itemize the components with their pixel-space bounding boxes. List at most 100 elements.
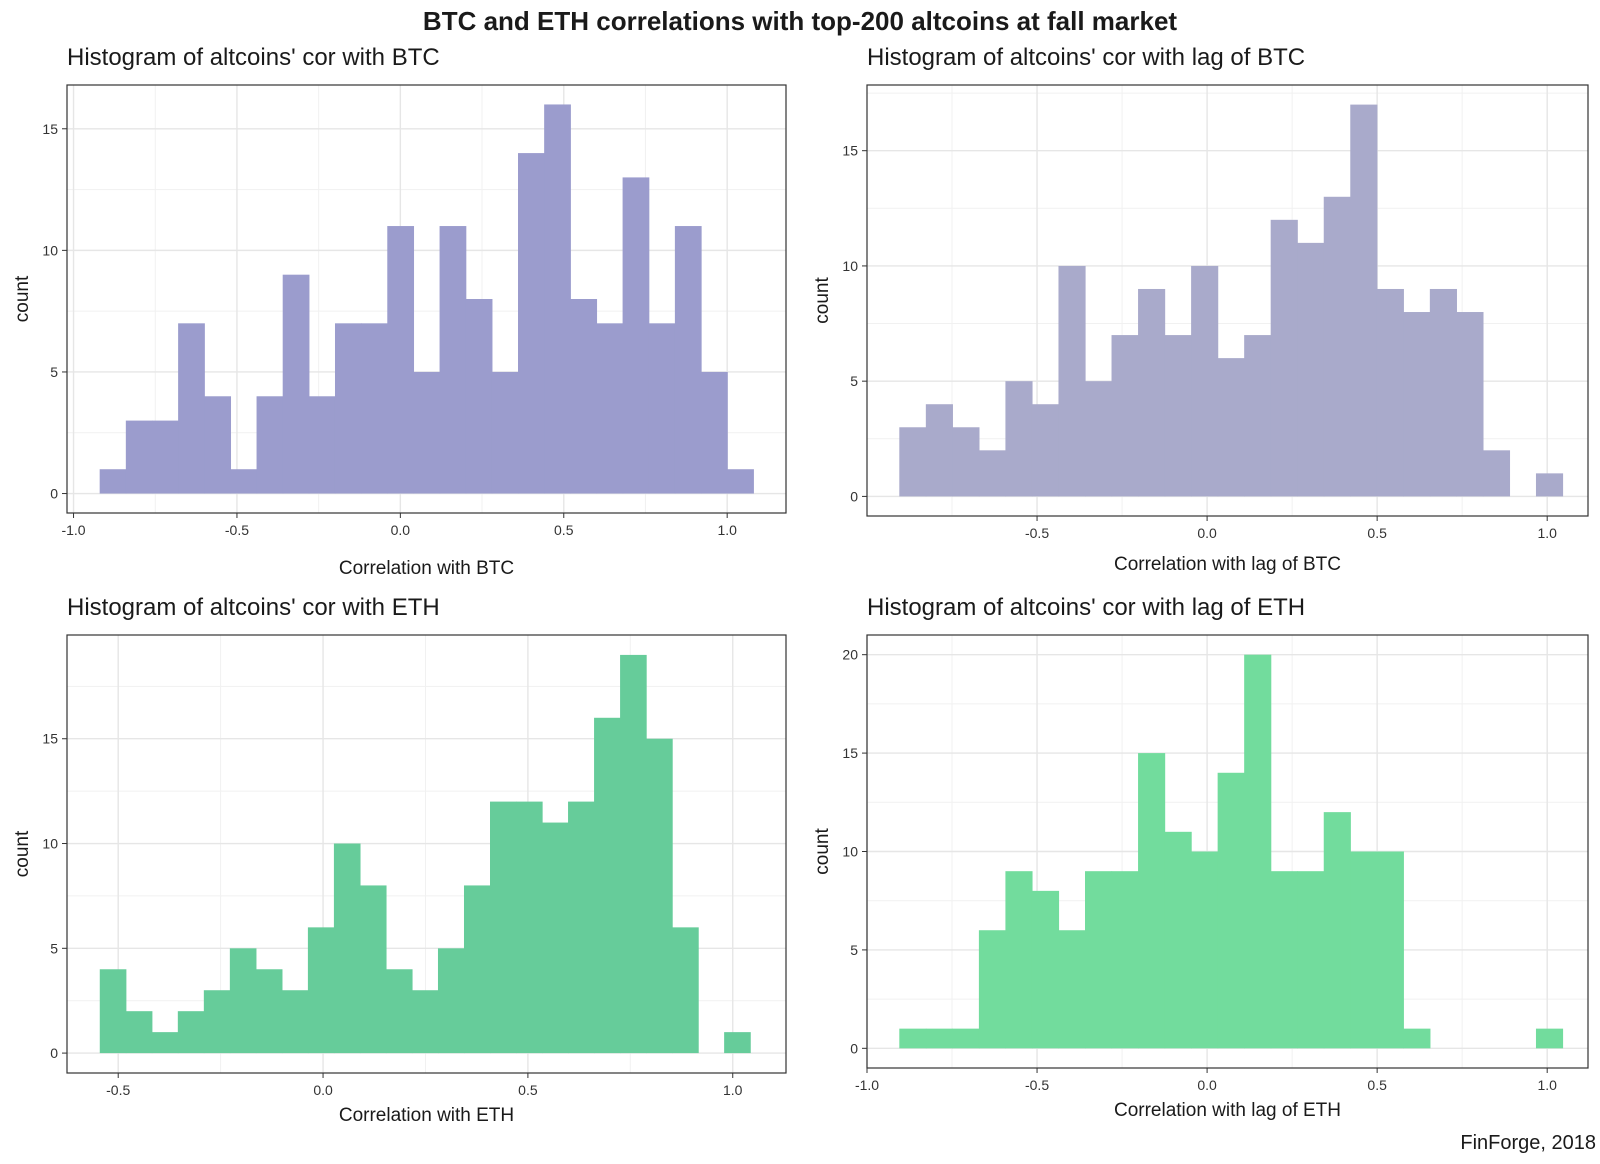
histogram-panel-1: -1.0 -0.5 0.0 0.5 1.0 0 5 10 15 Histogram of altc… [12,44,787,579]
histogram-bar [952,1028,980,1049]
x-axis-title: Correlation with lag of ETH [1114,1100,1341,1121]
x-tick-label: -1.0 [61,522,85,538]
histogram-bar [516,801,543,1054]
histogram-bar [978,450,1007,497]
y-tick-label: 10 [842,844,858,860]
histogram-bar [333,843,361,1054]
histogram-bar [899,427,927,497]
x-tick-label: -0.5 [106,1082,130,1098]
histogram-panel-4: -1.0 -0.5 0.0 0.5 1.0 0 5 10 15 20 Histogram of al… [812,594,1589,1121]
y-axis-title: count [12,830,33,877]
histogram-bar [177,1011,205,1054]
histogram-bar [1191,851,1219,1049]
histogram-bar [1403,312,1431,497]
y-tick-label: 20 [842,647,858,663]
y-tick-label: 0 [850,1040,858,1056]
x-tick-label: 0.5 [554,522,574,538]
x-tick-label: 1.0 [723,1082,743,1098]
histogram-bar [1031,890,1060,1049]
histogram-bar [1244,654,1272,1049]
histogram-bar [491,371,519,494]
histogram-bar [99,969,127,1054]
y-tick-label: 15 [42,121,58,137]
histogram-bar [230,469,258,494]
histogram-bar [1456,312,1484,497]
histogram-bar [646,738,673,1054]
y-tick-label: 0 [850,488,858,504]
x-tick-label: -0.5 [225,522,249,538]
panel-title: Histogram of altcoins' cor with ETH [67,594,440,621]
histogram-bar [308,396,336,494]
histogram-bar [1031,404,1060,497]
figure-title: BTC and ETH correlations with top-200 al… [422,6,1178,36]
y-tick-label: 10 [42,242,58,258]
histogram-bar [1350,851,1378,1049]
histogram-bar [385,969,413,1054]
histogram-bar [1323,812,1351,1049]
histogram-bar [1005,871,1033,1049]
histogram-bar [620,654,647,1054]
histogram-bar [724,1032,751,1054]
x-axis-title: Correlation with ETH [339,1105,514,1126]
histogram-bar [672,927,699,1054]
histogram-bar [359,885,387,1054]
panel-title: Histogram of altcoins' cor with BTC [67,44,440,71]
x-tick-label: 1.0 [717,522,737,538]
panel-frame [66,84,787,514]
histogram-bar [1350,104,1378,497]
y-tick-label: 15 [842,143,858,159]
histogram-bar [204,396,232,494]
histogram-bar [151,420,179,494]
histogram-bar [1535,473,1564,497]
x-tick-label: 0.0 [313,1082,333,1098]
y-tick-label: 5 [850,942,858,958]
histogram-panel-3: -0.5 0.0 0.5 1.0 0 5 10 15 Histogram of altcoins… [12,594,787,1126]
x-axis-title: Correlation with lag of BTC [1114,554,1341,575]
y-tick-label: 15 [842,745,858,761]
histogram-bar [622,177,650,494]
histogram-bar [1270,219,1298,497]
x-tick-label: 1.0 [1537,525,1557,541]
histogram-bar [1323,196,1351,497]
histogram-bar [413,371,441,494]
histogram-bar [518,153,545,494]
histogram-bar [411,990,439,1054]
x-tick-label: 0.0 [391,522,411,538]
histogram-bar [125,1011,153,1054]
x-tick-label: 0.0 [1197,525,1217,541]
y-axis-title: count [812,277,833,324]
histogram-bar [334,323,362,494]
histogram-bar [568,801,595,1054]
y-axis-title: count [12,275,33,322]
y-tick-label: 0 [50,486,58,502]
histogram-bar [544,104,571,494]
histogram-bar [439,226,467,494]
x-tick-label: 0.5 [1367,525,1387,541]
histogram-bar [1164,335,1192,497]
histogram-bar [1058,265,1086,497]
histogram-bar [282,274,310,494]
panel-frame [866,84,1589,517]
histogram-bar [1297,871,1325,1049]
figure-caption: FinForge, 2018 [1460,1132,1596,1154]
y-tick-label: 10 [42,836,58,852]
histogram-bar [701,371,728,494]
histogram-bar [307,927,335,1054]
histogram-bar [978,930,1007,1049]
histogram-bar [1217,772,1245,1049]
histogram-bar [465,299,493,494]
histogram-bar [1244,335,1272,497]
x-tick-label: 1.0 [1537,1077,1557,1093]
y-tick-label: 5 [850,373,858,389]
histogram-bar [674,226,702,494]
histogram-bar [1058,930,1086,1049]
histogram-bar [1535,1028,1564,1049]
histogram-bar [1217,358,1245,497]
y-tick-label: 15 [42,731,58,747]
histogram-bar [229,948,257,1054]
histogram-bar [99,469,127,494]
histogram-bar [727,469,754,494]
histogram-bar [463,885,491,1054]
histogram-bar [1138,288,1166,497]
